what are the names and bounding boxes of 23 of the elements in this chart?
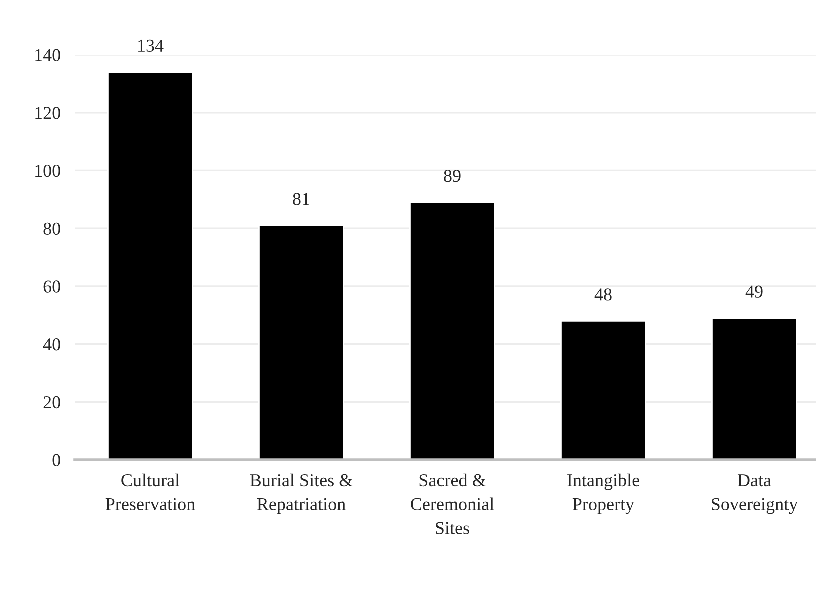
y-tick-label: 80 bbox=[44, 222, 60, 236]
data-label: 81 bbox=[293, 193, 310, 206]
y-tick-label: 0 bbox=[52, 454, 60, 466]
data-label: 89 bbox=[444, 170, 461, 182]
x-tick-label: Sacred & Ceremonial Sites bbox=[411, 474, 494, 534]
y-tick-label: 100 bbox=[36, 164, 60, 178]
x-tick-label: Burial Sites & Repatriation bbox=[250, 474, 353, 514]
x-tick-label: Data Sovereignty bbox=[712, 474, 798, 514]
bar bbox=[410, 202, 496, 460]
y-tick-label: 20 bbox=[44, 396, 60, 409]
bar bbox=[258, 224, 344, 460]
bar bbox=[560, 320, 646, 460]
data-label: 134 bbox=[138, 40, 164, 52]
data-label: 49 bbox=[746, 286, 763, 298]
x-tick-label: Intangible Property bbox=[568, 474, 640, 514]
y-tick-label: 140 bbox=[36, 49, 60, 62]
bar bbox=[108, 72, 194, 460]
y-tick-label: 40 bbox=[43, 338, 60, 351]
data-label: 48 bbox=[594, 288, 612, 301]
y-tick-label: 60 bbox=[44, 280, 60, 293]
y-tick-label: 120 bbox=[36, 107, 60, 120]
bar bbox=[712, 318, 798, 460]
x-tick-label: Cultural Preservation bbox=[106, 474, 196, 510]
